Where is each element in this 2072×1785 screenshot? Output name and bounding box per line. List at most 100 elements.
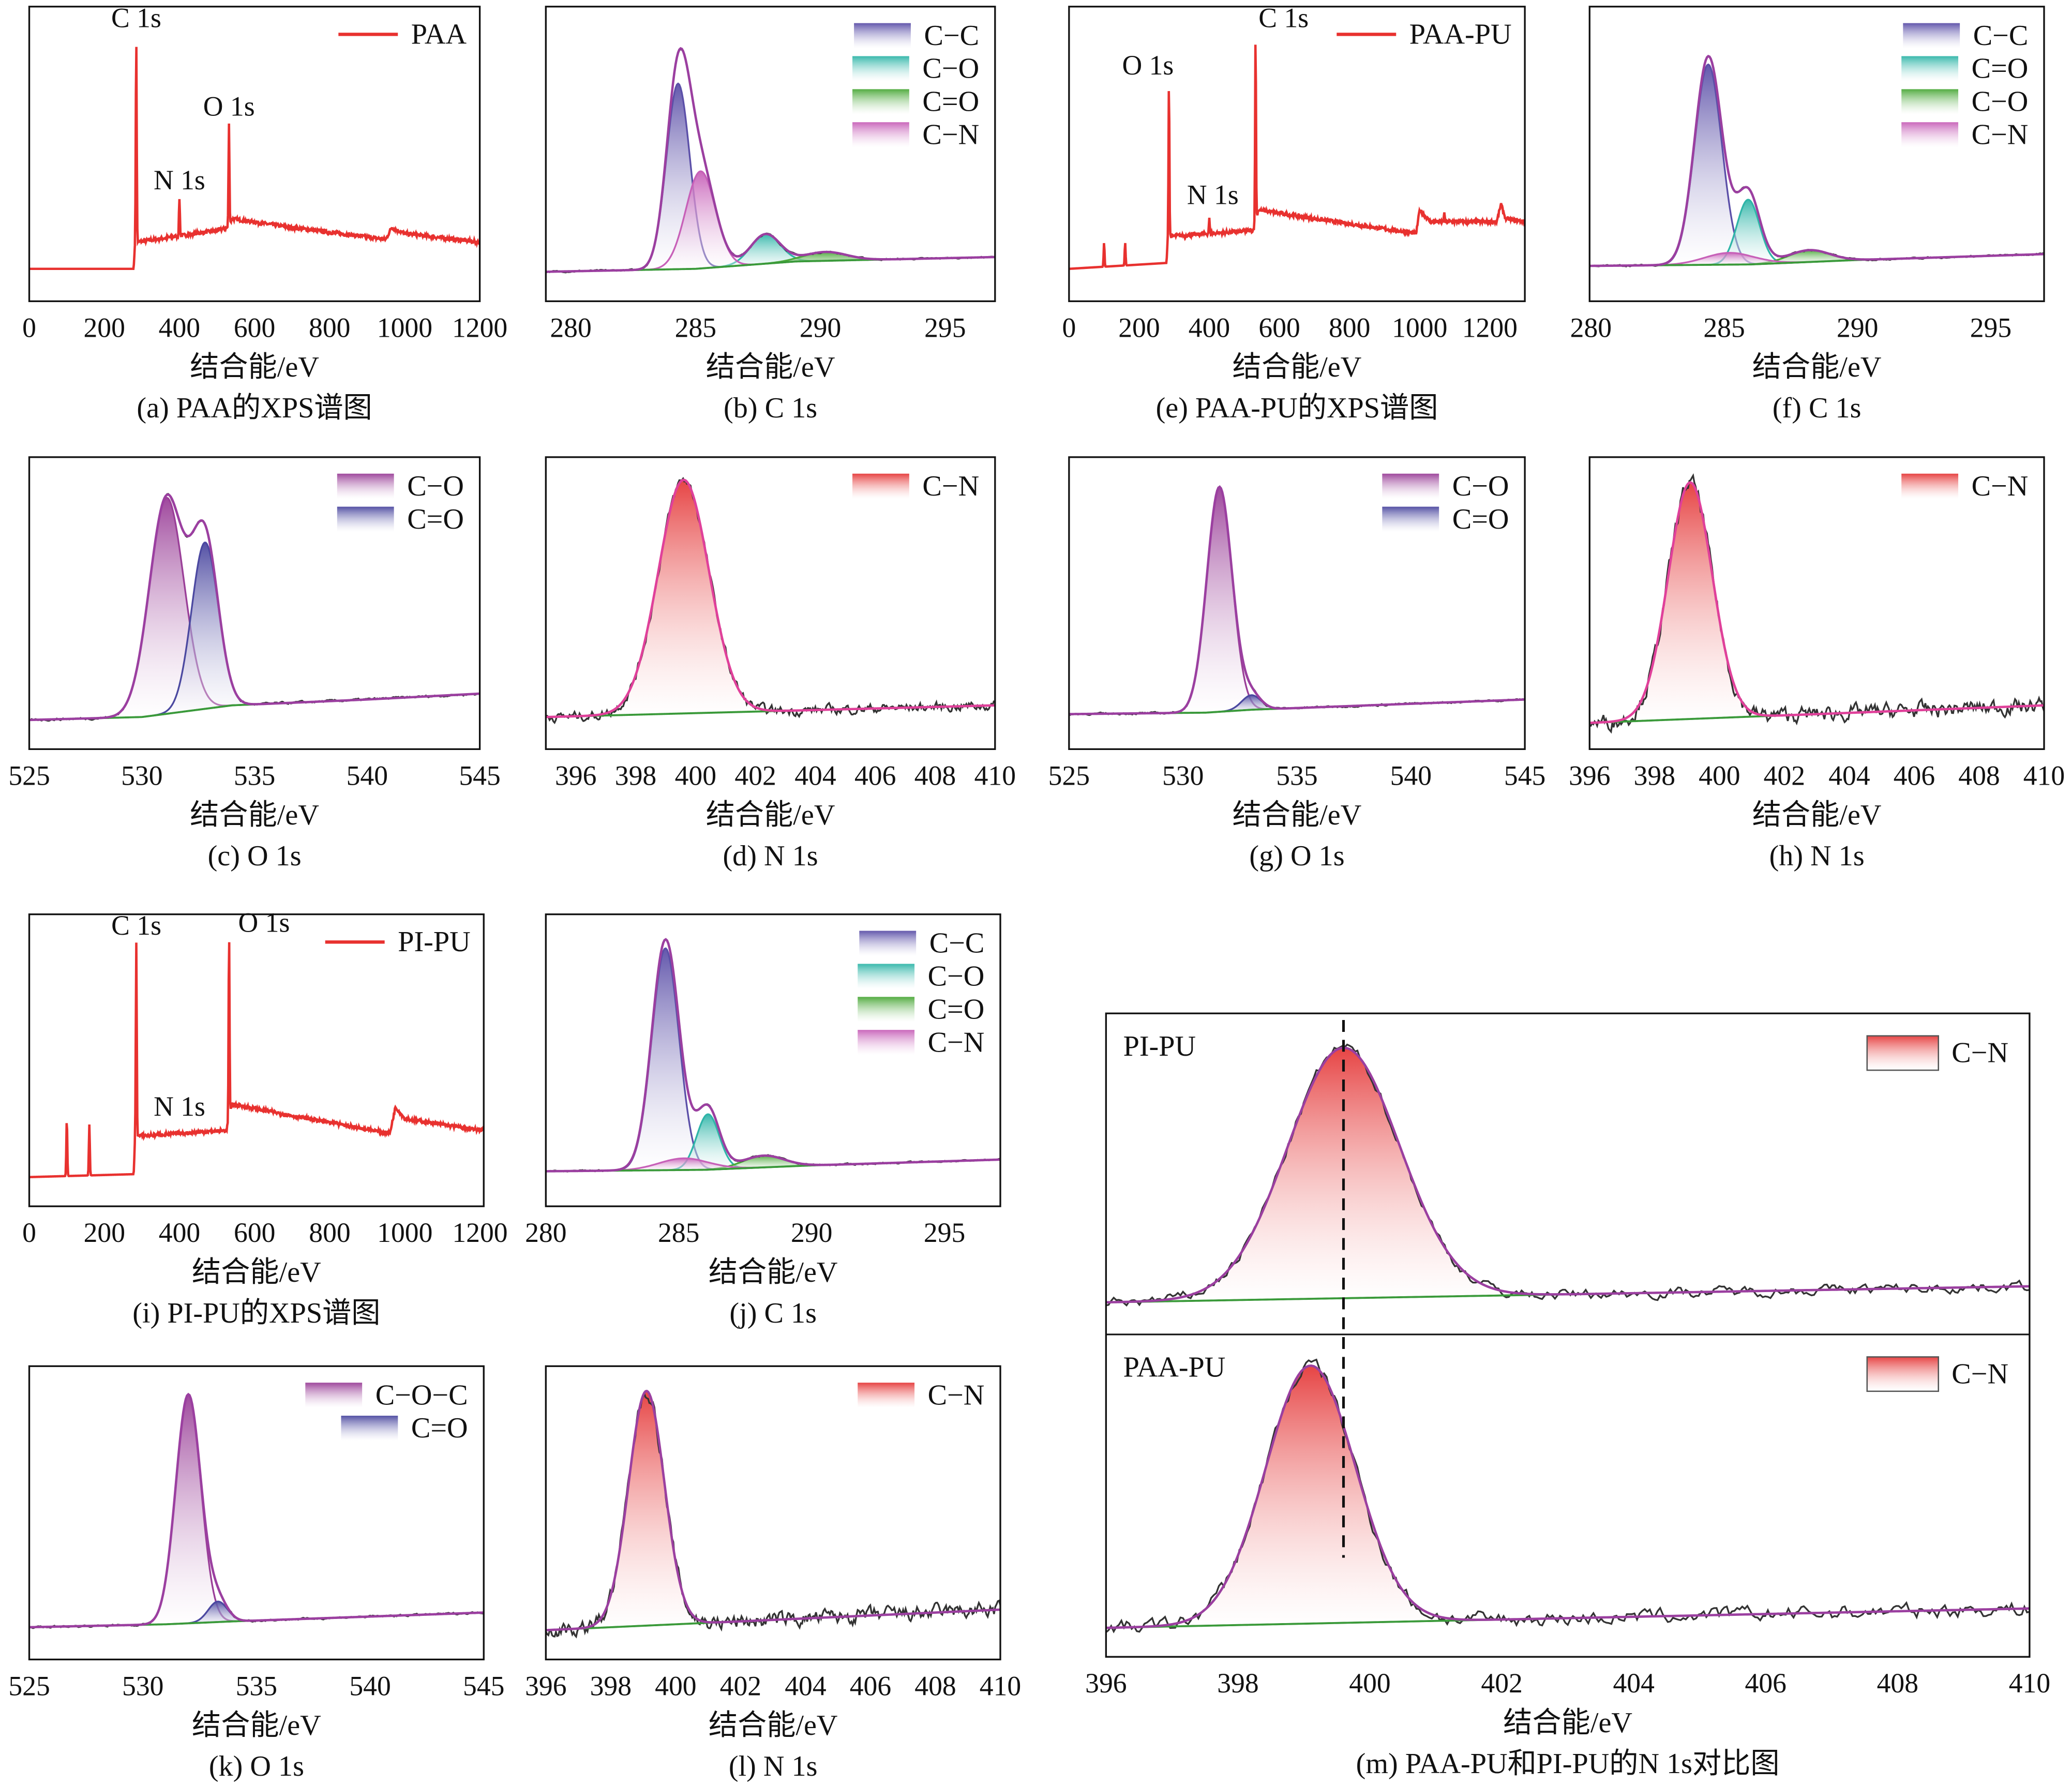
legend-label: C−N	[922, 118, 979, 151]
x-tick-label: 290	[791, 1217, 832, 1248]
plot-frame	[1105, 1012, 2031, 1658]
legend-label: C−N	[928, 1026, 985, 1058]
subpanel-PI-PU: C−N	[1106, 1035, 2030, 1307]
plot-area: C−O−CC=O	[29, 1379, 484, 1629]
x-tick-label: 400	[1699, 760, 1740, 791]
x-tick-label: 396	[525, 1670, 566, 1701]
legend-label: PAA-PU	[1409, 18, 1512, 50]
x-tick-label: 535	[236, 1670, 277, 1701]
peak-label: C 1s	[1258, 3, 1309, 34]
component-0-area	[546, 479, 995, 718]
panel-a: C 1s N 1s O 1s PAA 0 200 400 600 800 1000 1200 结合能/…	[22, 3, 507, 425]
component-2-area	[546, 1154, 1001, 1173]
x-axis-label: 结合能/eV	[1233, 351, 1362, 383]
legend-label: C−C	[924, 20, 980, 52]
x-tick-label: 1000	[377, 312, 432, 343]
x-tick-label: 402	[1481, 1668, 1522, 1699]
x-tick-label: 525	[8, 1670, 50, 1701]
plot-frame	[1588, 456, 2045, 751]
peak-label: N 1s	[1187, 179, 1239, 210]
legend-label: C=O	[928, 993, 985, 1025]
legend-swatch	[337, 506, 394, 532]
x-tick-label: 404	[1613, 1668, 1654, 1699]
x-tick-label: 396	[1569, 760, 1610, 791]
x-tick-label: 295	[1970, 312, 2011, 343]
legend-swatch	[337, 473, 394, 499]
legend-label: C−O−C	[376, 1379, 468, 1411]
x-tick-label: 1200	[452, 1217, 507, 1248]
component-0-area	[1106, 1364, 2030, 1629]
legend-label: C−N	[928, 1379, 985, 1411]
plot-area: C−N	[546, 1379, 1001, 1639]
legend-swatch	[1901, 122, 1959, 147]
legend-label: C−O	[407, 470, 464, 502]
fit-envelope	[29, 1392, 484, 1629]
x-axis-label: 结合能/eV	[706, 351, 835, 383]
x-tick-label: 545	[459, 760, 500, 791]
x-tick-label: 396	[1085, 1668, 1127, 1699]
legend-label: C−C	[1973, 20, 2029, 52]
x-tick-label: 1200	[1462, 312, 1518, 343]
x-tick-label: 0	[22, 312, 36, 343]
legend-label: C−O	[928, 961, 985, 993]
x-tick-label: 400	[159, 312, 200, 343]
fit-envelope	[546, 47, 995, 273]
x-tick-label: 0	[22, 1217, 36, 1248]
legend-swatch	[305, 1383, 363, 1408]
panel-caption: (a) PAA的XPS谱图	[137, 392, 372, 424]
subpanel-PAA-PU: C−N	[1106, 1356, 2030, 1633]
plot-frame	[1068, 6, 1526, 303]
x-tick-label: 600	[234, 312, 275, 343]
x-tick-label: 295	[924, 312, 966, 343]
x-axis-label: 结合能/eV	[1233, 799, 1362, 831]
fit-envelope	[546, 478, 995, 718]
legend-label: PI-PU	[398, 926, 471, 958]
panel-j: C−CC−OC=OC−N 280 285 290 295 结合能/eV (j) C 1s	[525, 913, 1001, 1329]
subpanel-label: PI-PU	[1123, 1030, 1196, 1062]
x-tick-label: 545	[463, 1670, 504, 1701]
x-axis-label: 结合能/eV	[1503, 1707, 1632, 1739]
legend-swatch	[852, 56, 909, 82]
plot-area	[29, 47, 480, 271]
x-tick-label: 530	[121, 760, 162, 791]
peak-label: O 1s	[238, 907, 290, 938]
panel-caption: (j) C 1s	[729, 1297, 817, 1329]
plot-area: C−N	[1589, 470, 2045, 734]
x-tick-label: 540	[1390, 760, 1432, 791]
survey-spectrum	[1069, 44, 1525, 271]
x-tick-label: 404	[785, 1670, 826, 1701]
x-tick-label: 408	[1958, 760, 2000, 791]
legend-swatch	[858, 1383, 915, 1408]
legend-label: C−C	[929, 927, 985, 959]
legend-label: C=O	[922, 86, 979, 118]
subpanel-label: PAA-PU	[1123, 1352, 1226, 1384]
x-tick-label: 800	[1329, 312, 1370, 343]
legend-label: C=O	[1452, 503, 1509, 535]
plot-frame	[28, 456, 481, 751]
x-tick-label: 800	[309, 1217, 350, 1248]
x-axis-label: 结合能/eV	[192, 1709, 321, 1742]
x-tick-label: 406	[850, 1670, 891, 1701]
x-tick-label: 285	[1703, 312, 1745, 343]
raw-spectrum	[546, 476, 995, 725]
panel-caption: (h) N 1s	[1769, 840, 1865, 872]
plot-area: C−CC=OC−OC−N	[1589, 20, 2045, 267]
x-tick-label: 408	[914, 1670, 956, 1701]
x-tick-label: 295	[924, 1217, 965, 1248]
fit-envelope	[29, 493, 480, 722]
x-tick-label: 280	[1570, 312, 1612, 343]
panel-caption: (d) N 1s	[723, 840, 818, 872]
x-tick-label: 410	[2023, 760, 2065, 791]
peak-label: O 1s	[1122, 50, 1174, 81]
plot-area: C−N C−N	[1106, 1035, 2030, 1633]
x-tick-label: 402	[1764, 760, 1805, 791]
legend-label: C=O	[411, 1412, 468, 1444]
survey-spectrum	[29, 47, 480, 271]
legend-label: PAA	[411, 18, 467, 50]
x-tick-label: 402	[720, 1670, 761, 1701]
legend-swatch	[1866, 1356, 1940, 1392]
x-tick-label: 1000	[377, 1217, 432, 1248]
legend-swatch	[859, 931, 917, 956]
x-tick-label: 1200	[452, 312, 507, 343]
x-axis-label: 结合能/eV	[709, 1709, 838, 1742]
